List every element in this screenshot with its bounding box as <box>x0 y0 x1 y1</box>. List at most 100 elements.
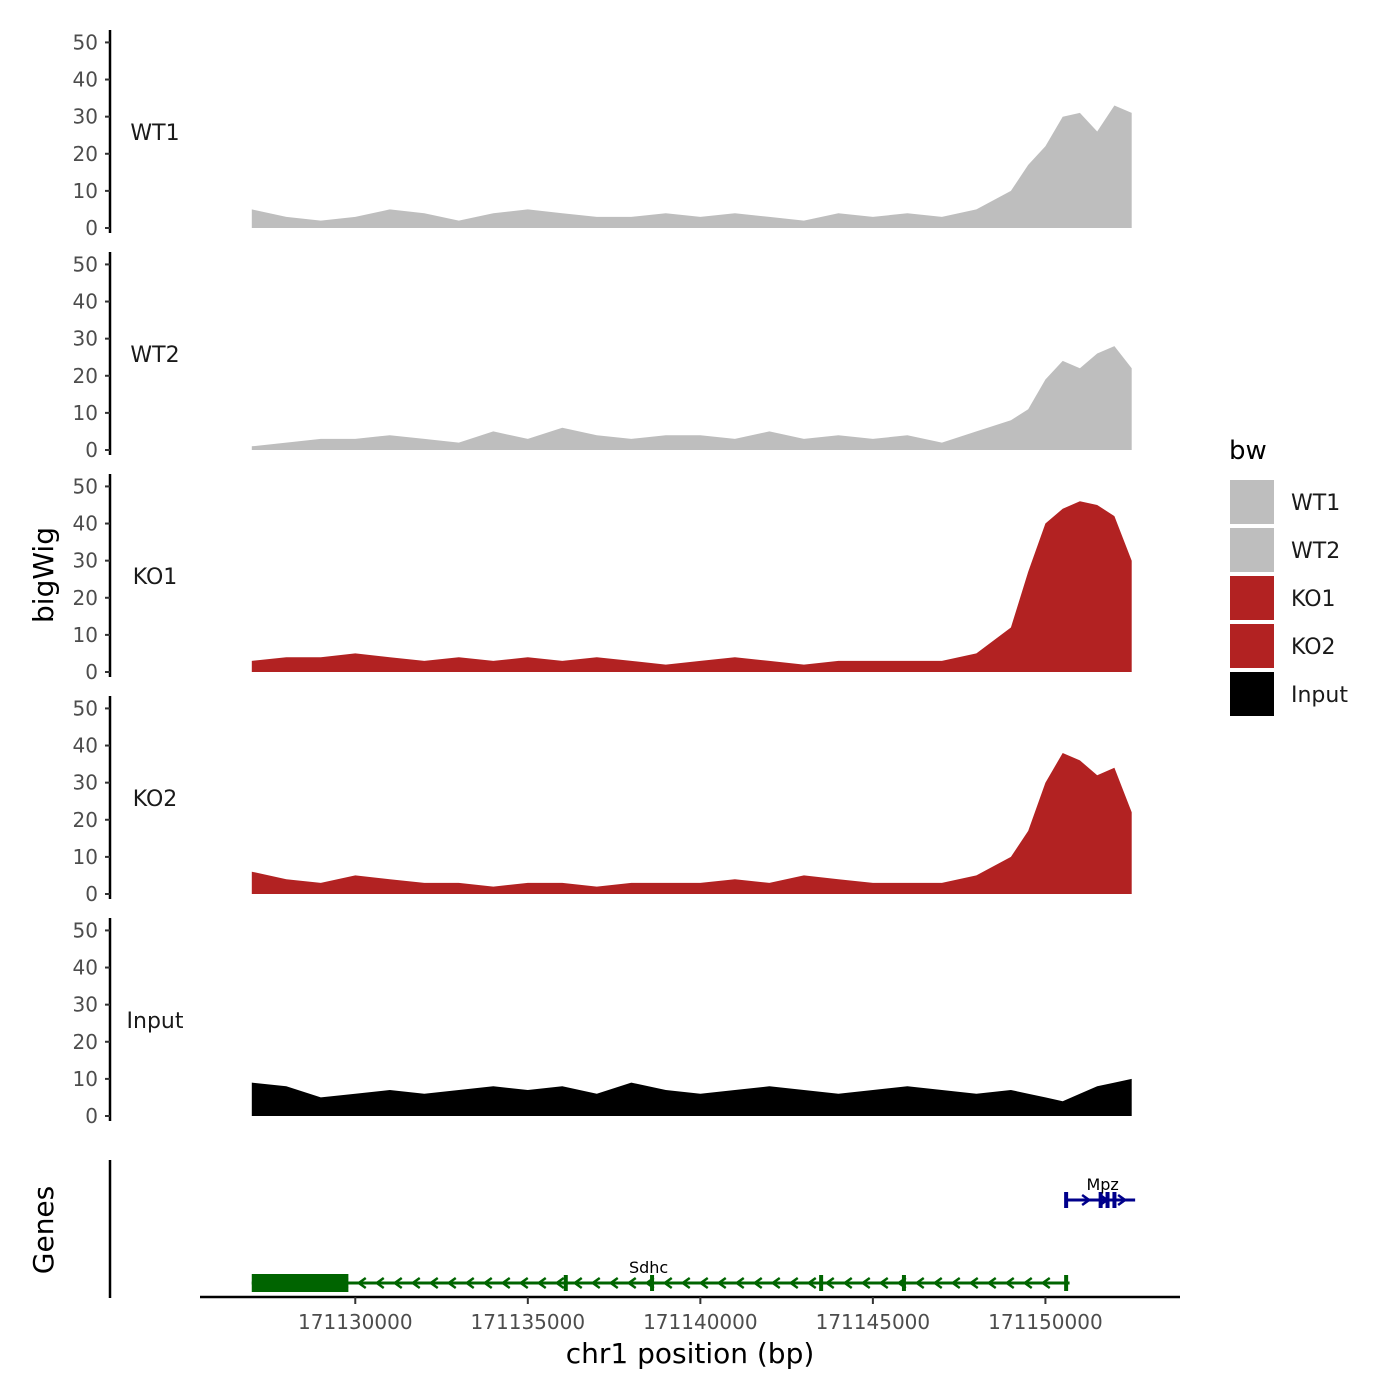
legend-label: WT2 <box>1291 539 1340 564</box>
strand-chevron <box>1117 1193 1128 1207</box>
y-tick-label: 20 <box>73 1030 98 1054</box>
legend-title: bw <box>1229 436 1267 466</box>
track-input: 0 10 20 30 40 50 Input <box>73 918 1132 1128</box>
y-tick-label: 0 <box>85 1104 98 1128</box>
x-tick-label: 171150000 <box>988 1310 1103 1334</box>
y-tick-label: 40 <box>73 512 98 536</box>
y-tick-label: 0 <box>85 882 98 906</box>
y-tick-label: 20 <box>73 586 98 610</box>
legend-swatch <box>1230 576 1274 620</box>
y-tick-label: 30 <box>73 105 98 129</box>
y-tick-label: 30 <box>73 993 98 1017</box>
y-tick-label: 40 <box>73 68 98 92</box>
track-label: KO1 <box>133 565 178 590</box>
legend-label: KO2 <box>1291 635 1336 660</box>
y-tick-label: 0 <box>85 216 98 240</box>
strand-chevron <box>878 1276 889 1290</box>
track-ko2: 0 10 20 30 40 50 KO2 <box>73 696 1132 906</box>
legend: bw WT1 WT2 KO1 KO2 Input <box>1229 436 1348 716</box>
legend-entry-ko2: KO2 <box>1230 624 1336 668</box>
legend-label: WT1 <box>1291 491 1340 516</box>
legend-swatch <box>1230 672 1274 716</box>
track-wt1: 0 10 20 30 40 50 WT1 <box>73 30 1132 240</box>
strand-chevron <box>716 1276 727 1290</box>
genes-track: Sdhc Mpz <box>108 1160 1136 1298</box>
y-tick-label: 30 <box>73 771 98 795</box>
strand-chevron <box>410 1276 421 1290</box>
strand-chevron <box>1040 1276 1051 1290</box>
signal-area-ko1 <box>251 501 1132 672</box>
legend-swatch <box>1230 624 1274 668</box>
exon-mark <box>1064 1192 1069 1208</box>
strand-chevron <box>392 1276 403 1290</box>
x-tick-label: 171130000 <box>298 1310 413 1334</box>
strand-chevron <box>734 1276 745 1290</box>
y-tick-label: 50 <box>73 252 98 276</box>
legend-entry-wt1: WT1 <box>1230 480 1340 524</box>
strand-chevron <box>932 1276 943 1290</box>
legend-swatch <box>1230 480 1274 524</box>
strand-chevron <box>770 1276 781 1290</box>
legend-label: Input <box>1291 683 1348 708</box>
gene-label: Mpz <box>1086 1175 1118 1194</box>
strand-chevron <box>356 1276 367 1290</box>
y-tick-label: 50 <box>73 918 98 942</box>
x-axis-title: chr1 position (bp) <box>566 1337 815 1370</box>
strand-chevron <box>518 1276 529 1290</box>
track-wt2: 0 10 20 30 40 50 WT2 <box>73 252 1132 462</box>
y-tick-label: 10 <box>73 623 98 647</box>
y-tick-label: 50 <box>73 696 98 720</box>
y-tick-label: 50 <box>73 474 98 498</box>
gene-label: Sdhc <box>629 1258 668 1277</box>
legend-swatch <box>1230 528 1274 572</box>
strand-chevron <box>968 1276 979 1290</box>
strand-chevron <box>626 1276 637 1290</box>
y-tick-label: 0 <box>85 660 98 684</box>
strand-chevron <box>1081 1193 1092 1207</box>
gene-mpz: Mpz <box>1064 1175 1136 1208</box>
strand-chevron <box>788 1276 799 1290</box>
signal-area-wt1 <box>251 105 1132 228</box>
y-tick-label: 30 <box>73 549 98 573</box>
y-tick-label: 10 <box>73 401 98 425</box>
strand-chevron <box>1022 1276 1033 1290</box>
strand-chevron <box>698 1276 709 1290</box>
signal-area-ko2 <box>251 753 1132 894</box>
signal-area-wt2 <box>251 346 1132 450</box>
exon-mark <box>563 1275 568 1291</box>
legend-entry-ko1: KO1 <box>1230 576 1336 620</box>
strand-chevron <box>752 1276 763 1290</box>
y-tick-label: 20 <box>73 142 98 166</box>
y-tick-label: 20 <box>73 808 98 832</box>
y-tick-label: 50 <box>73 30 98 54</box>
track-label: Input <box>127 1009 184 1034</box>
strand-chevron <box>554 1276 565 1290</box>
exon-mark <box>1098 1192 1103 1208</box>
y-tick-label: 10 <box>73 179 98 203</box>
y-tick-label: 40 <box>73 956 98 980</box>
track-label: KO2 <box>133 787 178 812</box>
y-tick-label: 30 <box>73 327 98 351</box>
legend-entry-input: Input <box>1230 672 1348 716</box>
exon-mark <box>1105 1192 1110 1208</box>
x-tick-label: 171145000 <box>816 1310 931 1334</box>
strand-chevron <box>842 1276 853 1290</box>
x-tick-label: 171140000 <box>643 1310 758 1334</box>
exon-mark <box>1112 1192 1117 1208</box>
strand-chevron <box>590 1276 601 1290</box>
track-label: WT1 <box>130 121 179 146</box>
exon-mark <box>901 1275 906 1291</box>
track-ko1: 0 10 20 30 40 50 KO1 <box>73 474 1132 684</box>
signal-area-input <box>251 1078 1132 1116</box>
strand-chevron <box>680 1276 691 1290</box>
strand-chevron <box>500 1276 511 1290</box>
gene-sdhc: Sdhc <box>251 1258 1070 1292</box>
strand-chevron <box>572 1276 583 1290</box>
legend-entry-wt2: WT2 <box>1230 528 1340 572</box>
exon-mark <box>819 1275 824 1291</box>
legend-label: KO1 <box>1291 587 1336 612</box>
strand-chevron <box>374 1276 385 1290</box>
y-tick-label: 40 <box>73 290 98 314</box>
strand-chevron <box>464 1276 475 1290</box>
